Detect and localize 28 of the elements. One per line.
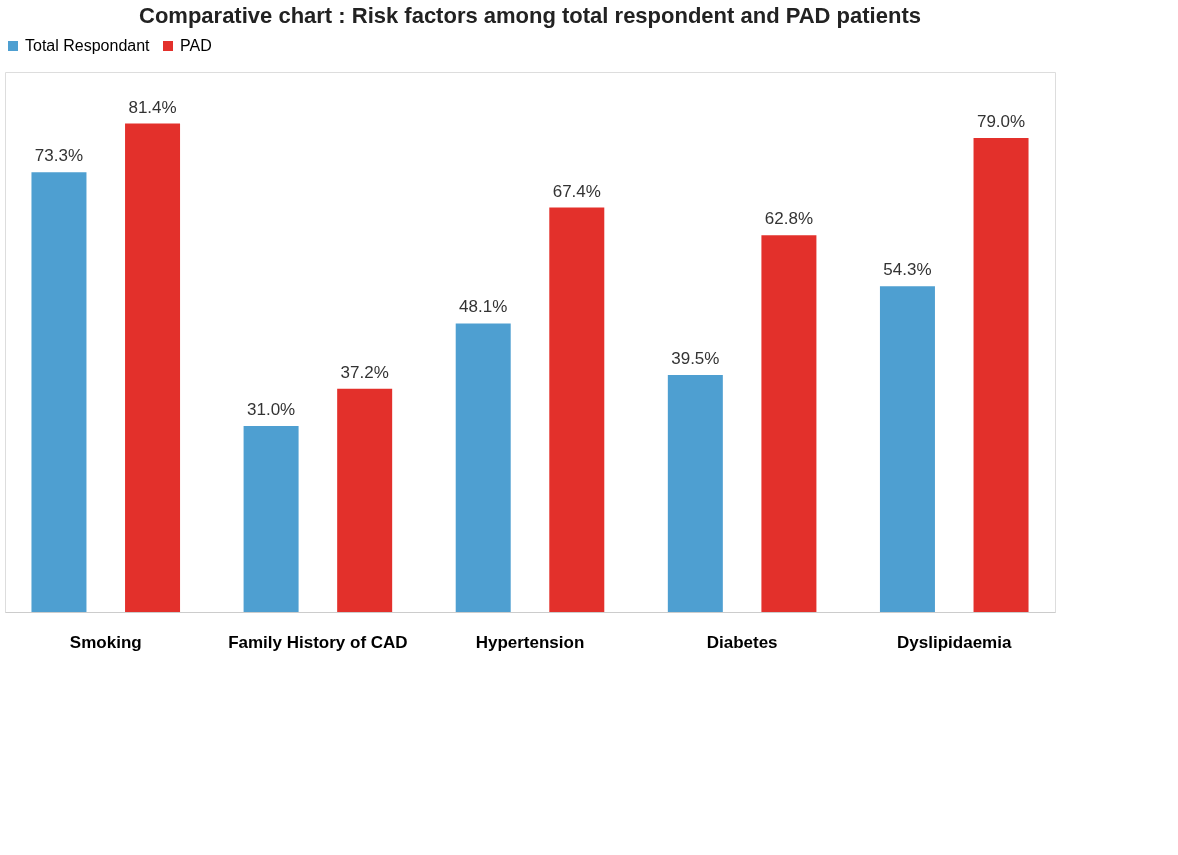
bar xyxy=(125,123,181,612)
bar xyxy=(973,138,1029,612)
legend-label: Total Respondant xyxy=(25,37,151,54)
bar xyxy=(31,172,87,612)
data-label: 81.4% xyxy=(128,97,177,117)
data-label: 73.3% xyxy=(34,146,84,166)
bar xyxy=(455,323,511,612)
data-label: 62.8% xyxy=(764,209,814,229)
data-label: 31.0% xyxy=(246,400,296,419)
x-tick-label: Hypertension xyxy=(475,632,585,652)
bar xyxy=(879,286,935,612)
data-label: 67.4% xyxy=(552,181,601,201)
x-tick-label: Smoking xyxy=(69,632,142,652)
legend-label: PAD xyxy=(180,37,212,54)
x-tick-label: Dyslipidaemia xyxy=(897,632,1012,652)
x-tick-label: Family History of CAD xyxy=(228,632,408,652)
data-label: 79.0% xyxy=(976,112,1026,131)
bar xyxy=(549,207,605,612)
data-label: 37.2% xyxy=(340,362,389,382)
data-label: 48.1% xyxy=(459,297,508,317)
bar xyxy=(761,235,817,612)
x-tick-label: Diabetes xyxy=(706,632,778,652)
data-label: 39.5% xyxy=(671,349,720,368)
chart-title: Comparative chart : Risk factors among total respondent and PAD patients xyxy=(139,3,921,28)
data-label: 54.3% xyxy=(883,260,932,280)
bar xyxy=(243,426,299,612)
bar xyxy=(337,388,393,612)
bar xyxy=(667,375,723,612)
